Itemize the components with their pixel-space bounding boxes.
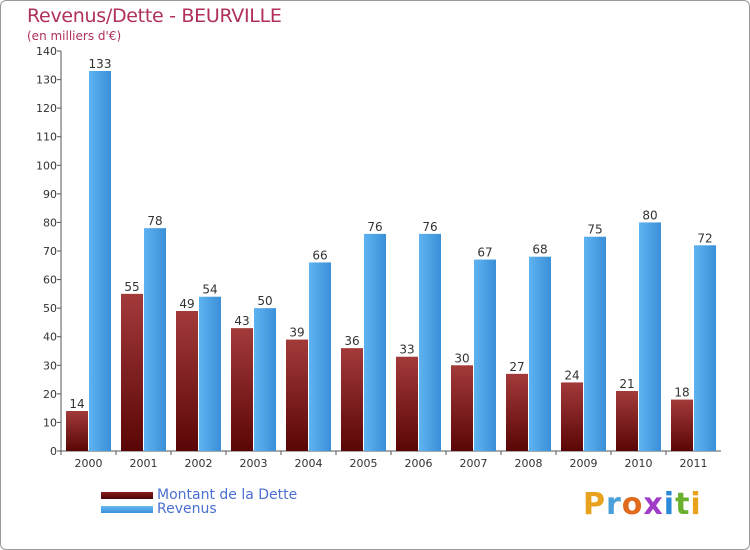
x-tick-label: 2011 bbox=[680, 457, 708, 470]
logo-letter: i bbox=[690, 487, 702, 522]
data-label-debt: 49 bbox=[179, 297, 194, 311]
data-label-revenus: 78 bbox=[147, 214, 162, 228]
logo-letter: t bbox=[675, 487, 691, 522]
proxiti-logo: Proxiti bbox=[583, 487, 702, 522]
bar-revenus bbox=[199, 296, 221, 451]
chart-subtitle: (en milliers d'€) bbox=[27, 29, 122, 43]
data-label-revenus: 75 bbox=[587, 223, 602, 237]
bar-revenus bbox=[694, 245, 716, 451]
x-tick-label: 2004 bbox=[295, 457, 323, 470]
data-label-revenus: 50 bbox=[257, 294, 272, 308]
x-tick-label: 2003 bbox=[240, 457, 268, 470]
y-tick-label: 100 bbox=[36, 159, 57, 172]
data-label-revenus: 80 bbox=[642, 208, 657, 222]
data-label-debt: 55 bbox=[124, 280, 139, 294]
x-tick-label: 2010 bbox=[625, 457, 653, 470]
bar-debt bbox=[561, 382, 583, 451]
y-tick-label: 80 bbox=[43, 216, 57, 229]
data-label-debt: 39 bbox=[289, 326, 304, 340]
bar-revenus bbox=[474, 259, 496, 451]
chart-legend: Montant de la Dette Revenus bbox=[101, 487, 298, 517]
data-label-debt: 18 bbox=[674, 386, 689, 400]
y-tick-label: 110 bbox=[36, 131, 57, 144]
data-label-revenus: 67 bbox=[477, 246, 492, 260]
y-tick-label: 20 bbox=[43, 388, 57, 401]
data-label-debt: 43 bbox=[234, 314, 249, 328]
logo-letter: P bbox=[583, 487, 606, 522]
bar-revenus bbox=[584, 236, 606, 451]
bar-debt bbox=[231, 328, 253, 451]
logo-letter: x bbox=[643, 487, 664, 522]
y-tick-label: 30 bbox=[43, 359, 57, 372]
y-tick-label: 70 bbox=[43, 245, 57, 258]
data-label-debt: 21 bbox=[619, 377, 634, 391]
logo-letter: o bbox=[621, 487, 644, 522]
bar-revenus bbox=[144, 228, 166, 451]
legend-swatch-debt bbox=[101, 491, 153, 499]
y-tick-label: 120 bbox=[36, 102, 57, 115]
legend-item-debt: Montant de la Dette bbox=[101, 487, 298, 503]
y-tick-label: 140 bbox=[36, 45, 57, 58]
data-label-revenus: 133 bbox=[89, 57, 112, 71]
data-label-debt: 36 bbox=[344, 334, 359, 348]
logo-letter: i bbox=[663, 487, 676, 522]
y-tick-label: 10 bbox=[43, 416, 57, 429]
data-label-revenus: 76 bbox=[422, 220, 437, 234]
bar-revenus bbox=[364, 233, 386, 451]
y-tick-label: 60 bbox=[43, 274, 57, 287]
data-label-debt: 24 bbox=[564, 368, 579, 382]
logo-letter: r bbox=[606, 487, 622, 522]
data-label-revenus: 68 bbox=[532, 243, 547, 257]
bar-debt bbox=[671, 399, 693, 451]
y-tick-label: 130 bbox=[36, 74, 57, 87]
bar-revenus bbox=[309, 262, 331, 451]
data-label-debt: 14 bbox=[69, 397, 84, 411]
bar-debt bbox=[506, 373, 528, 451]
bar-debt bbox=[341, 348, 363, 451]
bar-debt bbox=[396, 356, 418, 451]
y-tick-label: 50 bbox=[43, 302, 57, 315]
x-tick-label: 2001 bbox=[130, 457, 158, 470]
x-tick-label: 2008 bbox=[515, 457, 543, 470]
bar-revenus bbox=[639, 222, 661, 451]
bar-debt bbox=[176, 311, 198, 451]
legend-label-revenus: Revenus bbox=[157, 501, 217, 517]
x-tick-label: 2006 bbox=[405, 457, 433, 470]
y-tick-label: 90 bbox=[43, 188, 57, 201]
x-tick-label: 2000 bbox=[75, 457, 103, 470]
x-tick-label: 2007 bbox=[460, 457, 488, 470]
data-label-revenus: 72 bbox=[697, 231, 712, 245]
data-label-debt: 30 bbox=[454, 351, 469, 365]
chart-title: Revenus/Dette - BEURVILLE bbox=[27, 5, 282, 27]
bar-revenus bbox=[419, 233, 441, 451]
x-tick-label: 2009 bbox=[570, 457, 598, 470]
legend-label-debt: Montant de la Dette bbox=[157, 487, 298, 503]
y-tick-label: 0 bbox=[50, 445, 57, 458]
bar-revenus bbox=[89, 71, 111, 451]
bar-debt bbox=[616, 391, 638, 451]
bar-revenus bbox=[254, 308, 276, 451]
bar-revenus bbox=[529, 256, 551, 451]
data-label-debt: 27 bbox=[509, 360, 524, 374]
data-label-revenus: 66 bbox=[312, 248, 327, 262]
data-label-revenus: 76 bbox=[367, 220, 382, 234]
bar-debt bbox=[66, 411, 88, 451]
x-tick-label: 2005 bbox=[350, 457, 378, 470]
legend-item-revenus: Revenus bbox=[101, 501, 297, 517]
legend-swatch-revenus bbox=[101, 505, 153, 513]
bar-debt bbox=[121, 293, 143, 451]
bar-debt bbox=[451, 365, 473, 451]
data-label-debt: 33 bbox=[399, 343, 414, 357]
bar-debt bbox=[286, 339, 308, 451]
x-tick-label: 2002 bbox=[185, 457, 213, 470]
data-label-revenus: 54 bbox=[202, 283, 217, 297]
y-tick-label: 40 bbox=[43, 331, 57, 344]
